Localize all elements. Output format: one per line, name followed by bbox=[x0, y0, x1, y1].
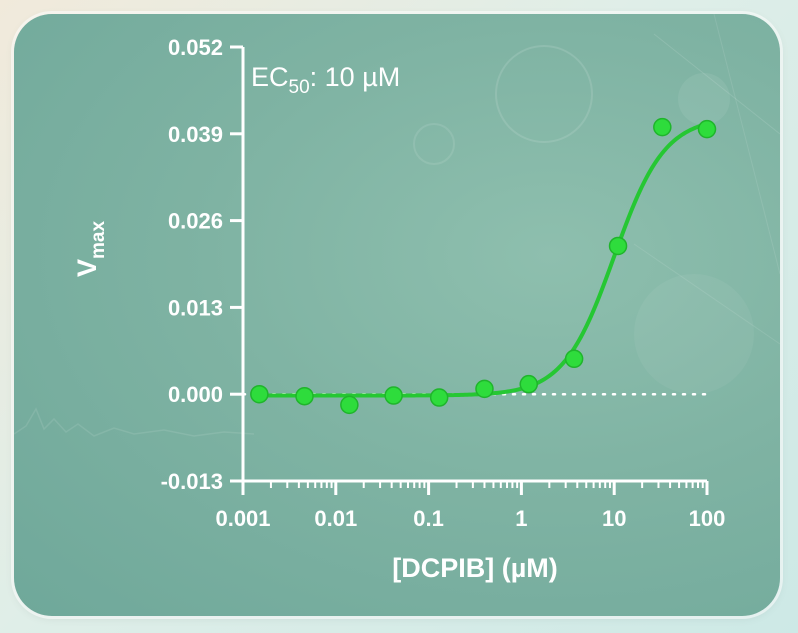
decor-line bbox=[713, 14, 780, 275]
y-axis-title-main: V bbox=[72, 259, 102, 277]
decor-circle bbox=[413, 123, 455, 165]
ec50-suffix: : 10 µM bbox=[310, 62, 401, 92]
data-point bbox=[250, 384, 269, 404]
data-point bbox=[519, 374, 538, 394]
x-axis-title: [DCPIB] (µM) bbox=[392, 553, 558, 583]
y-tick-label: 0.026 bbox=[168, 209, 223, 234]
dose-response-chart: 0.052 0.039 0.026 0.013 0.000 -0.013 0.001 0.01… bbox=[14, 14, 780, 583]
data-point bbox=[340, 395, 359, 415]
ec50-annotation: EC50: 10 µM bbox=[251, 62, 400, 98]
decor-circle bbox=[495, 45, 593, 143]
decor-circle bbox=[678, 73, 730, 125]
x-tick-label: 1 bbox=[515, 506, 527, 531]
x-tick-label: 0.1 bbox=[413, 506, 444, 531]
data-point bbox=[295, 386, 314, 406]
x-tick-label: 0.01 bbox=[314, 506, 357, 531]
x-tick-label: 100 bbox=[689, 506, 726, 531]
chart-card: 0.052 0.039 0.026 0.013 0.000 -0.013 0.001 0.01… bbox=[14, 14, 780, 616]
y-tick-label: 0.013 bbox=[168, 295, 223, 320]
x-tick-label: 10 bbox=[602, 506, 626, 531]
decor-waveform bbox=[14, 407, 255, 437]
decor-line bbox=[653, 33, 780, 135]
data-point bbox=[564, 349, 584, 369]
x-tick-label: 0.001 bbox=[215, 506, 270, 531]
ec50-subscript: 50 bbox=[289, 77, 310, 98]
labels: 0.052 0.039 0.026 0.013 0.000 -0.013 0.001 0.01… bbox=[72, 35, 725, 583]
y-tick-label: -0.013 bbox=[161, 469, 223, 494]
data-point bbox=[697, 119, 717, 139]
y-axis-title-sub: max bbox=[88, 221, 109, 259]
data-point bbox=[475, 379, 494, 399]
data-points bbox=[250, 117, 717, 415]
background-decoration bbox=[14, 14, 780, 437]
data-point bbox=[429, 388, 449, 407]
y-tick-label: 0.000 bbox=[168, 382, 223, 407]
decor-line bbox=[633, 243, 780, 345]
data-point bbox=[384, 386, 403, 405]
axes bbox=[230, 45, 709, 495]
data-point bbox=[608, 236, 628, 256]
y-tick-label: 0.052 bbox=[168, 35, 223, 60]
y-axis-title: Vmax bbox=[72, 221, 109, 277]
y-tick-label: 0.039 bbox=[168, 122, 223, 147]
data-point bbox=[653, 117, 672, 137]
decor-circle bbox=[634, 274, 754, 394]
ec50-prefix: EC bbox=[251, 62, 289, 92]
